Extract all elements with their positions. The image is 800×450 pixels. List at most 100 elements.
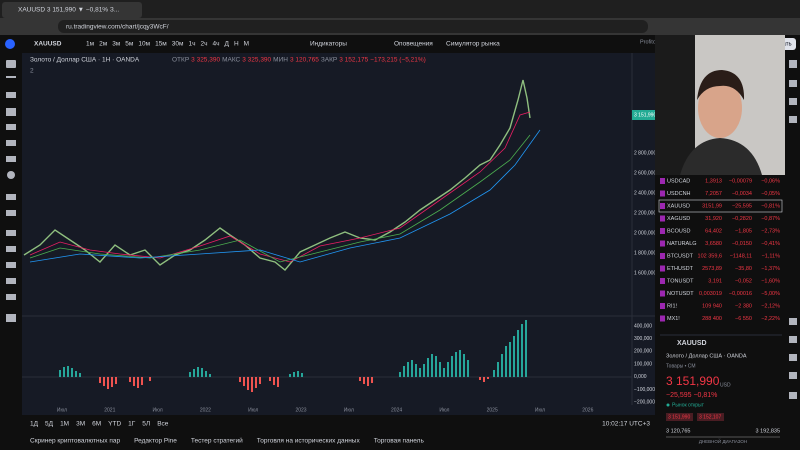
range-button[interactable]: YTD xyxy=(108,421,121,428)
icon[interactable] xyxy=(789,116,797,123)
watch-symbol[interactable]: TONUSDT xyxy=(667,278,694,284)
tool[interactable] xyxy=(6,108,16,116)
alerts[interactable]: Оповещения xyxy=(394,41,433,48)
watch-change-pct: −0,81% xyxy=(761,203,780,209)
interval[interactable]: 2ч xyxy=(201,41,208,48)
tool[interactable] xyxy=(6,194,16,200)
bottom-tab[interactable]: Торговля на исторических данных xyxy=(257,438,361,445)
range-button[interactable]: Все xyxy=(157,421,169,428)
price-label: 2 800,000 xyxy=(634,150,656,156)
tool[interactable] xyxy=(6,230,16,236)
user[interactable]: Profitonika xyxy=(640,39,667,45)
interval[interactable]: 1ч xyxy=(188,41,195,48)
tool[interactable] xyxy=(6,156,16,162)
watch-change-pct: −0,05% xyxy=(761,191,780,197)
watch-change: −0,052 xyxy=(735,278,752,284)
range-button[interactable]: 1Д xyxy=(30,421,39,428)
tool[interactable] xyxy=(6,60,16,68)
interval[interactable]: 5м xyxy=(125,41,134,48)
interval[interactable]: 10м xyxy=(138,41,150,48)
interval[interactable]: 3м xyxy=(112,41,121,48)
icon[interactable] xyxy=(789,392,797,399)
bottom-tab[interactable]: Редактор Pine xyxy=(134,438,177,445)
watch-change-pct: −0,87% xyxy=(761,216,780,222)
tool[interactable] xyxy=(6,124,16,130)
watch-symbol[interactable]: XAGUSD xyxy=(667,216,690,222)
watch-change-pct: −2,22% xyxy=(761,316,780,322)
watch-change-pct: −1,11% xyxy=(762,253,781,259)
tool[interactable] xyxy=(6,294,16,300)
tool[interactable] xyxy=(6,246,16,252)
watch-symbol[interactable]: RI1! xyxy=(667,303,678,309)
icon[interactable] xyxy=(789,60,797,68)
ohlc-item: −173,215 (−5,21%) xyxy=(370,57,426,64)
watch-symbol[interactable]: BCOUSD xyxy=(667,228,691,234)
watch-symbol[interactable]: ETHUSDT xyxy=(667,266,694,272)
symbol-icon xyxy=(660,215,665,222)
interval[interactable]: 2м xyxy=(99,41,108,48)
watch-symbol[interactable]: NOTUSDT xyxy=(667,291,694,297)
url[interactable]: ru.tradingview.com/chart/jcqy3WcF/ xyxy=(66,24,169,31)
tool[interactable] xyxy=(6,92,16,98)
details-currency: USD xyxy=(720,382,731,388)
watch-change-pct: −2,12% xyxy=(761,303,780,309)
interval[interactable]: М xyxy=(244,41,249,48)
range-button[interactable]: 1М xyxy=(60,421,69,428)
ohlc-item: 3 120,765 xyxy=(290,57,319,64)
icon[interactable] xyxy=(789,318,797,325)
watch-symbol[interactable]: MX1! xyxy=(667,316,680,322)
watch-symbol[interactable]: USDCAD xyxy=(667,178,690,184)
icon[interactable] xyxy=(789,354,797,361)
interval[interactable]: 15м xyxy=(155,41,167,48)
tool[interactable] xyxy=(6,210,16,216)
indicators[interactable]: Индикаторы xyxy=(310,41,347,48)
icon[interactable] xyxy=(789,336,797,343)
tool[interactable] xyxy=(6,262,16,268)
range-button[interactable]: 6М xyxy=(92,421,101,428)
tool[interactable] xyxy=(6,76,16,78)
moving-average xyxy=(29,134,531,263)
details-symbol: XAUUSD xyxy=(677,340,707,347)
interval[interactable]: Н xyxy=(234,41,239,48)
watch-symbol[interactable]: NATURALG xyxy=(667,241,697,247)
price-label: 2 400,000 xyxy=(634,190,656,196)
tool[interactable] xyxy=(6,278,16,284)
tab-title[interactable]: XAUUSD 3 151,990 ▼ −0,81% З... xyxy=(18,7,119,14)
address-bar[interactable] xyxy=(58,20,648,33)
time-label: Июл xyxy=(535,407,545,413)
watch-change: −25,595 xyxy=(732,203,752,209)
tab[interactable] xyxy=(2,2,142,18)
bottom-tab[interactable]: Тестер стратегий xyxy=(191,437,243,445)
interval[interactable]: 30м xyxy=(172,41,184,48)
watch-last: 3,6580 xyxy=(705,241,722,247)
range-button[interactable]: 3М xyxy=(76,421,85,428)
interval[interactable]: Д xyxy=(225,41,230,48)
watch-last: 7,2057 xyxy=(705,191,722,197)
bottom-tab[interactable]: Скринер криптовалютных пар xyxy=(30,438,120,445)
watch-symbol[interactable]: XAUUSD xyxy=(667,203,690,209)
watch-change-pct: −1,60% xyxy=(761,278,780,284)
replay[interactable]: Симулятор рынка xyxy=(446,41,500,48)
icon[interactable] xyxy=(789,80,797,87)
watch-last: 3151,99 xyxy=(702,203,722,209)
watch-symbol[interactable]: BTCUSDT xyxy=(667,253,694,259)
avatar[interactable] xyxy=(5,39,15,49)
interval[interactable]: 4ч xyxy=(213,41,220,48)
icon[interactable] xyxy=(789,98,797,105)
range-button[interactable]: 1Г xyxy=(128,421,136,428)
tool[interactable] xyxy=(7,171,15,179)
moving-average xyxy=(29,111,531,263)
bottom-tab[interactable]: Торговая панель xyxy=(374,438,425,445)
watch-symbol[interactable]: USDCNH xyxy=(667,191,691,197)
ohlc-item: МИН xyxy=(273,57,288,64)
tool[interactable] xyxy=(6,314,16,322)
tool[interactable] xyxy=(6,140,16,146)
watch-change: −0,00016 xyxy=(729,291,752,297)
symbol[interactable]: XAUUSD xyxy=(34,41,62,48)
watch-change-pct: −5,00% xyxy=(761,291,780,297)
range-label: ДНЕВНОЙ ДИАПАЗОН xyxy=(699,437,747,444)
range-button[interactable]: 5Л xyxy=(142,421,150,428)
interval[interactable]: 1м xyxy=(86,41,95,48)
range-button[interactable]: 5Д xyxy=(45,421,54,428)
icon[interactable] xyxy=(789,372,797,379)
